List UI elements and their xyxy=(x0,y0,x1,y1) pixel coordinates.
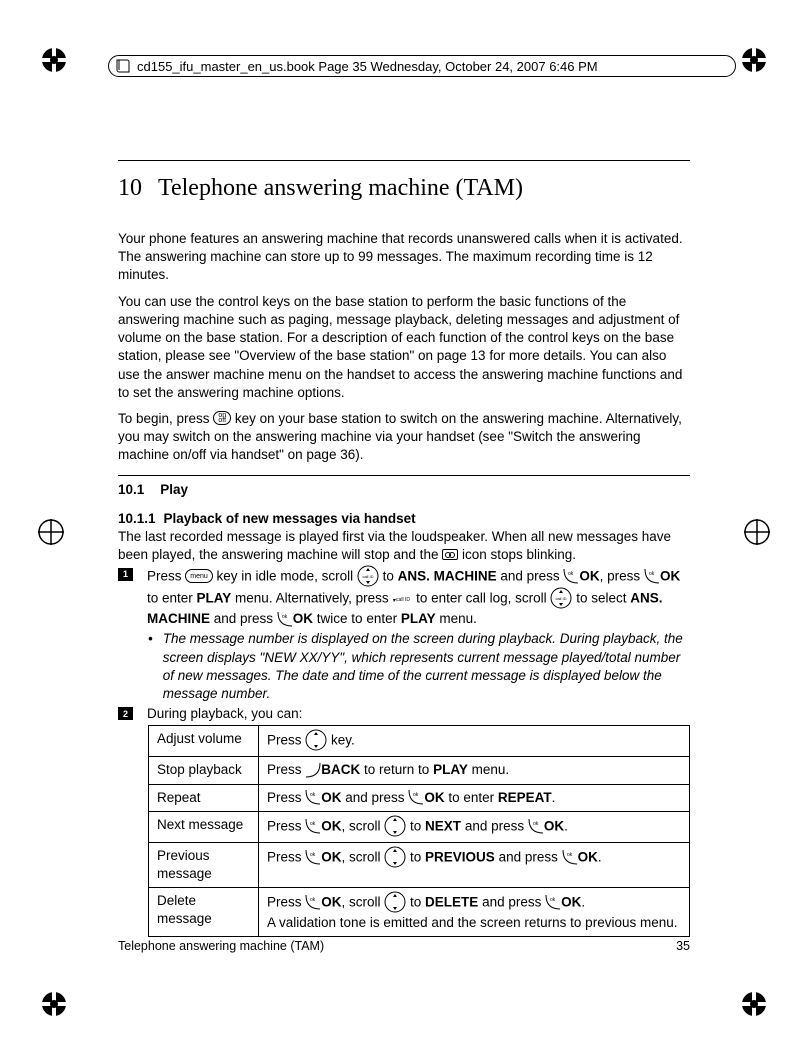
softkey-icon: ok xyxy=(562,849,578,865)
step-badge: 1 xyxy=(118,568,133,581)
divider xyxy=(118,475,690,476)
chapter-title-text: Telephone answering machine (TAM) xyxy=(158,175,523,201)
svg-text:call ID: call ID xyxy=(556,596,567,601)
svg-text:ok: ok xyxy=(310,821,316,827)
page-header: cd155_ifu_master_en_us.book Page 35 Wedn… xyxy=(108,55,736,77)
subsection-heading: 10.1.1Playback of new messages via hands… xyxy=(118,511,690,526)
page-footer: Telephone answering machine (TAM) 35 xyxy=(118,939,690,953)
footer-title: Telephone answering machine (TAM) xyxy=(118,939,324,953)
svg-text:ok: ok xyxy=(649,571,655,577)
scroll-key-icon: call ID xyxy=(357,565,379,587)
svg-text:call ID: call ID xyxy=(362,574,373,579)
step-1-body: Press menu key in idle mode, scroll call… xyxy=(147,566,690,628)
svg-text:ok: ok xyxy=(310,792,316,798)
bullet-note: • The message number is displayed on the… xyxy=(148,630,690,703)
subsection-lead: The last recorded message is played firs… xyxy=(118,528,690,564)
softkey-icon: ok xyxy=(305,818,321,834)
svg-text:ok: ok xyxy=(550,897,556,903)
softkey-icon: ok xyxy=(305,789,321,805)
svg-text:ok: ok xyxy=(310,852,316,858)
softkey-icon: ok xyxy=(305,894,321,910)
callid-key-icon: call ID xyxy=(392,594,412,604)
svg-text:ok: ok xyxy=(567,852,573,858)
softkey-icon: ok xyxy=(305,849,321,865)
table-row: Repeat Press okOK and press okOK to ente… xyxy=(149,784,690,811)
softkey-icon: ok xyxy=(563,568,579,584)
scroll-key-icon: call ID xyxy=(550,587,572,609)
bullet-dot: • xyxy=(148,630,153,648)
book-icon xyxy=(115,58,131,74)
tape-icon xyxy=(442,549,458,560)
softkey-icon: ok xyxy=(277,611,293,627)
softkey-icon: ok xyxy=(644,568,660,584)
crop-mark-icon xyxy=(38,519,64,545)
chapter-number: 10 xyxy=(118,175,142,201)
scroll-key-icon xyxy=(384,846,406,868)
step-2: 2 During playback, you can: xyxy=(118,705,690,723)
header-filepath: cd155_ifu_master_en_us.book Page 35 Wedn… xyxy=(137,59,598,74)
table-row: Adjust volume Press key. xyxy=(149,726,690,757)
crop-mark-icon xyxy=(40,990,68,1018)
divider xyxy=(118,160,690,161)
footer-page-number: 35 xyxy=(676,939,690,953)
scroll-key-icon xyxy=(384,815,406,837)
table-row: Previous message Press okOK, scroll to P… xyxy=(149,842,690,887)
menu-key-icon: menu xyxy=(185,569,213,583)
softkey-icon: ok xyxy=(408,789,424,805)
table-row: Next message Press okOK, scroll to NEXT … xyxy=(149,811,690,842)
onoff-key-icon: onoff xyxy=(213,411,231,425)
playback-actions-table: Adjust volume Press key. Stop playback P… xyxy=(148,725,690,937)
intro-p3: To begin, press onoff key on your base s… xyxy=(118,410,690,465)
chapter-title: 10 Telephone answering machine (TAM) xyxy=(118,175,690,202)
step-1: 1 Press menu key in idle mode, scroll ca… xyxy=(118,566,690,628)
section-heading: 10.1Play xyxy=(118,482,690,497)
svg-text:call ID: call ID xyxy=(396,597,410,603)
scroll-key-icon xyxy=(305,729,327,751)
svg-text:ok: ok xyxy=(533,821,539,827)
softkey-back-icon xyxy=(305,762,321,778)
svg-text:ok: ok xyxy=(568,571,574,577)
intro-p1: Your phone features an answering machine… xyxy=(118,230,690,285)
svg-text:ok: ok xyxy=(282,614,288,620)
crop-mark-icon xyxy=(40,46,68,74)
svg-text:ok: ok xyxy=(310,897,316,903)
table-row: Stop playback Press BACK to return to PL… xyxy=(149,757,690,784)
softkey-icon: ok xyxy=(545,894,561,910)
softkey-icon: ok xyxy=(528,818,544,834)
crop-mark-icon xyxy=(744,519,770,545)
intro-p2: You can use the control keys on the base… xyxy=(118,293,690,402)
scroll-key-icon xyxy=(384,891,406,913)
table-row: Delete message Press okOK, scroll to DEL… xyxy=(149,888,690,937)
crop-mark-icon xyxy=(740,46,768,74)
svg-text:ok: ok xyxy=(413,792,419,798)
crop-mark-icon xyxy=(740,990,768,1018)
step-badge: 2 xyxy=(118,707,133,720)
